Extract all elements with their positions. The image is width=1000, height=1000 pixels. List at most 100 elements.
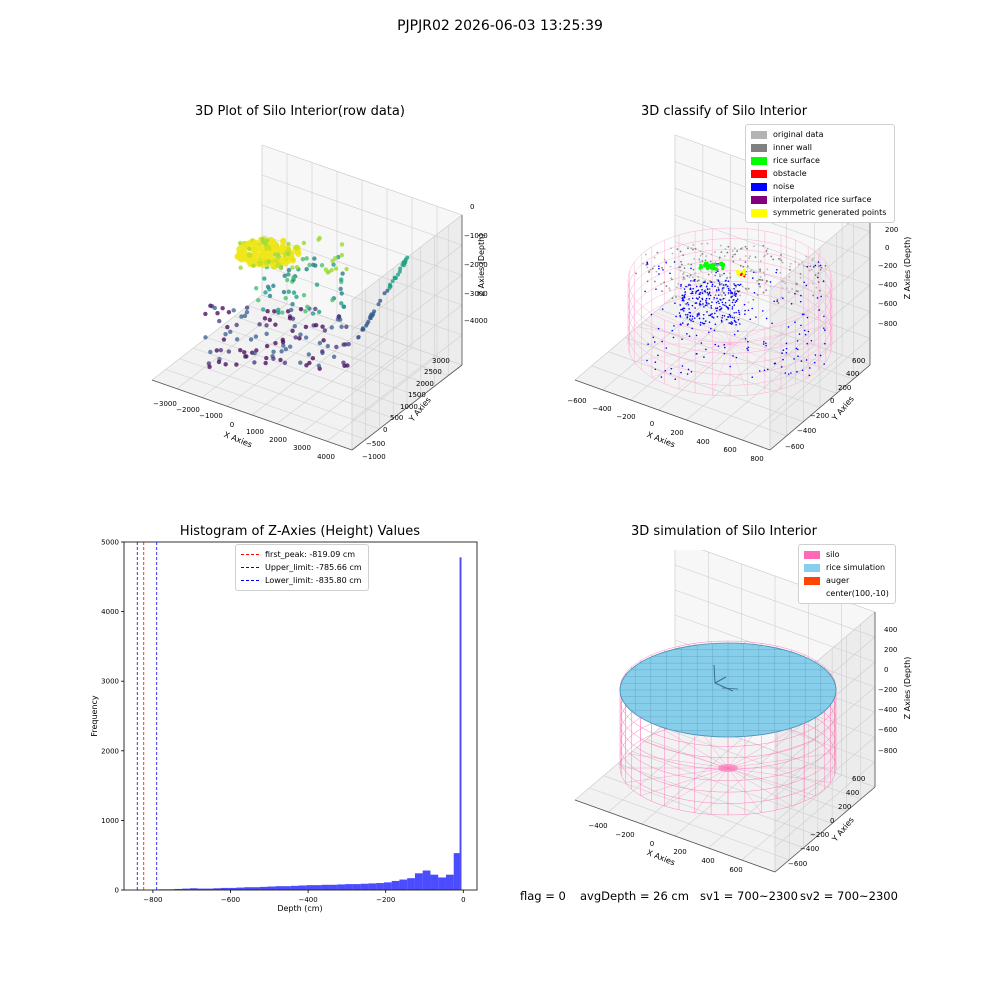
noise-point: [725, 318, 728, 321]
noise-point: [762, 343, 765, 345]
noise-point: [711, 301, 713, 304]
classify-point: [731, 255, 734, 258]
classify-point: [705, 255, 708, 258]
raw-point: [387, 286, 392, 291]
raw-point: [239, 314, 244, 319]
noise-point: [710, 313, 712, 316]
noise-point: [730, 291, 732, 293]
raw-point: [290, 265, 295, 270]
noise-point: [728, 313, 731, 316]
classify-point: [714, 251, 716, 254]
noise-point: [686, 313, 689, 316]
noise-point: [646, 359, 648, 362]
histogram-bar: [376, 883, 384, 890]
noise-point: [683, 288, 686, 290]
grid-line: [660, 726, 861, 800]
noise-point: [731, 301, 734, 304]
simulation-y-tick: −200: [810, 831, 829, 839]
raw-point: [329, 325, 334, 330]
noise-point: [699, 324, 702, 326]
noise-point: [817, 261, 820, 263]
classify-point: [803, 264, 805, 267]
raw-point: [319, 263, 325, 268]
classify-point: [697, 275, 700, 278]
noise-point: [722, 303, 724, 306]
noise-point: [800, 360, 803, 362]
simulation-3d-plot: −400 −200 0 200 400 600 −600 −400 −200 0…: [574, 550, 912, 874]
noise-point: [731, 316, 734, 319]
raw-point: [282, 260, 289, 267]
raw-point: [253, 245, 260, 252]
histogram-bar: [445, 874, 454, 890]
noise-point: [782, 358, 784, 361]
noise-point: [720, 299, 722, 301]
raw-point: [279, 245, 286, 252]
raw-point: [292, 323, 297, 329]
classify-point: [653, 280, 656, 283]
classify-point: [759, 260, 762, 262]
grid-line: [589, 787, 790, 861]
raw-point: [314, 282, 320, 287]
noise-point: [796, 370, 798, 373]
noise-point: [800, 294, 802, 297]
noise-point: [720, 319, 723, 322]
raw-point: [231, 308, 236, 313]
raw-point: [252, 239, 259, 246]
raw-point: [257, 322, 262, 327]
classify-point: [818, 265, 820, 267]
classify-point: [805, 265, 808, 268]
raw-point: [339, 277, 344, 282]
noise-point: [718, 282, 721, 284]
classify-point: [677, 266, 680, 269]
classify-point: [690, 247, 693, 250]
noise-point: [661, 308, 664, 310]
classify-point: [665, 285, 668, 287]
classify-point: [660, 283, 662, 285]
noise-point: [689, 315, 692, 317]
raw-point: [338, 286, 343, 292]
noise-point: [724, 346, 726, 349]
legend-line: [241, 554, 259, 555]
raw-point: [212, 305, 217, 311]
grid-line: [646, 739, 847, 812]
sim-silo-spoke: [664, 767, 729, 807]
raw-point: [331, 262, 336, 267]
noise-point: [673, 261, 676, 263]
histogram-bar: [368, 883, 377, 890]
noise-point: [706, 304, 708, 306]
noise-point: [739, 283, 742, 286]
raw-point: [297, 336, 302, 341]
noise-point: [711, 285, 713, 288]
histogram-y-tick: 2000: [101, 747, 119, 755]
classify-point: [671, 297, 674, 300]
raw-point: [401, 260, 406, 265]
raw-point: [226, 349, 232, 354]
rice-surface-point: [702, 263, 707, 268]
noise-point: [697, 298, 699, 300]
classify-point: [769, 285, 772, 288]
raw-point: [286, 289, 291, 294]
classify-point: [824, 264, 827, 267]
raw-point: [258, 246, 265, 253]
legend-item: Upper_limit: -785.66 cm: [241, 561, 363, 574]
classify-point: [811, 259, 814, 262]
simulation-x-tick: 600: [729, 866, 742, 874]
noise-point: [702, 317, 705, 320]
noise-point: [671, 329, 674, 332]
noise-point: [813, 361, 816, 364]
grid-line: [674, 268, 871, 339]
raw-point: [228, 329, 233, 334]
histogram-title: Histogram of Z-Axies (Height) Values: [179, 524, 421, 539]
raw-point: [287, 344, 293, 349]
avg-depth-text: avgDepth = 26 cm: [580, 889, 689, 903]
grid-line: [769, 338, 871, 424]
classify-point: [642, 262, 644, 265]
noise-point: [736, 290, 739, 292]
raw-point: [334, 344, 339, 350]
noise-point: [698, 296, 701, 298]
noise-point: [699, 302, 701, 304]
simulation-z-tick: −800: [878, 747, 897, 755]
noise-point: [708, 331, 710, 334]
classify-z-tick: −800: [878, 320, 897, 328]
raw-point: [245, 257, 252, 264]
